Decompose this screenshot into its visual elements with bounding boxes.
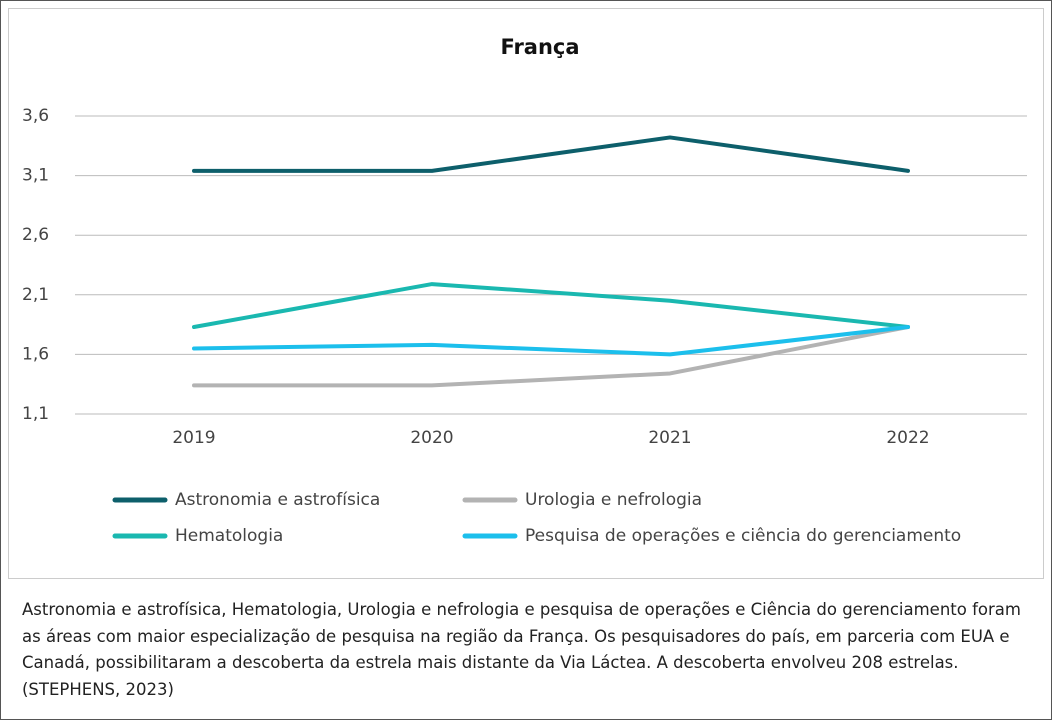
legend-label: Astronomia e astrofísica: [175, 490, 380, 510]
caption: Astronomia e astrofísica, Hematologia, U…: [22, 600, 1021, 699]
y-tick-label: 3,1: [22, 166, 49, 186]
legend-label: Urologia e nefrologia: [525, 490, 702, 510]
x-tick-label: 2021: [648, 428, 691, 448]
legend-label: Pesquisa de operações e ciência do geren…: [525, 526, 961, 546]
x-tick-label: 2022: [886, 428, 929, 448]
y-tick-label: 3,6: [22, 106, 49, 126]
series-line: [192, 324, 910, 357]
series-line: [192, 324, 910, 388]
series-line: [192, 282, 910, 329]
y-tick-label: 1,1: [22, 404, 49, 424]
y-tick-label: 2,6: [22, 225, 49, 245]
legend-label: Hematologia: [175, 526, 283, 546]
series-line: [192, 135, 910, 173]
chart-title: França: [500, 35, 579, 59]
y-tick-label: 2,1: [22, 285, 49, 305]
x-tick-label: 2019: [172, 428, 215, 448]
x-tick-label: 2020: [410, 428, 453, 448]
y-tick-label: 1,6: [22, 344, 49, 364]
chart-frame: [8, 8, 1044, 579]
